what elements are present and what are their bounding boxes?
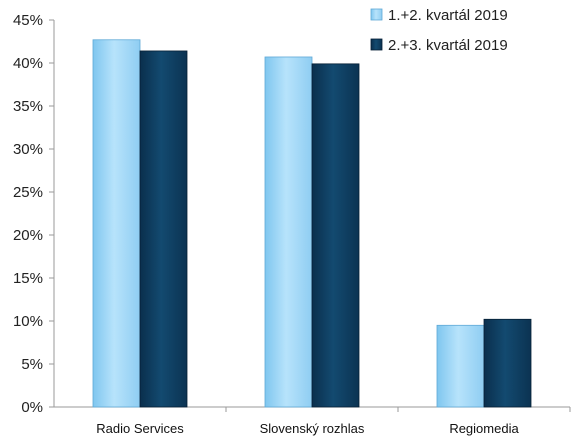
legend-swatch: [370, 38, 383, 51]
y-tick-label: 30%: [13, 141, 43, 158]
y-tick-label: 20%: [13, 227, 43, 244]
bar-series1-regiomedia: [436, 324, 485, 408]
x-axis-labels: Radio Services Slovenský rozhlas Regiomedi…: [96, 421, 519, 436]
bar-series2-radio-services: [139, 50, 188, 408]
x-category-label: Regiomedia: [449, 421, 519, 436]
y-tick-label: 0%: [21, 399, 43, 416]
y-tick-label: 35%: [13, 98, 43, 115]
bar-series2-slovensk-rozhlas: [311, 63, 360, 408]
bars: [92, 39, 532, 408]
y-tick-label: 45%: [13, 12, 43, 29]
legend-label: 1.+2. kvartál 2019: [388, 7, 508, 24]
x-category-label: Slovenský rozhlas: [260, 421, 365, 436]
legend-swatch: [370, 8, 383, 21]
y-tick-label: 10%: [13, 313, 43, 330]
bar-series1-slovensk-rozhlas: [264, 56, 313, 408]
y-axis-labels: 0% 5% 10% 15% 20% 25% 30% 35% 40% 45%: [13, 12, 43, 416]
legend: 1.+2. kvartál 2019 2.+3. kvartál 2019: [370, 7, 508, 54]
bar-series2-regiomedia: [483, 318, 532, 408]
y-tick-label: 40%: [13, 55, 43, 72]
bar-series1-radio-services: [92, 39, 141, 408]
y-tick-label: 25%: [13, 184, 43, 201]
legend-label: 2.+3. kvartál 2019: [388, 37, 508, 54]
y-tick-label: 5%: [21, 356, 43, 373]
x-category-label: Radio Services: [96, 421, 184, 436]
y-tick-label: 15%: [13, 270, 43, 287]
